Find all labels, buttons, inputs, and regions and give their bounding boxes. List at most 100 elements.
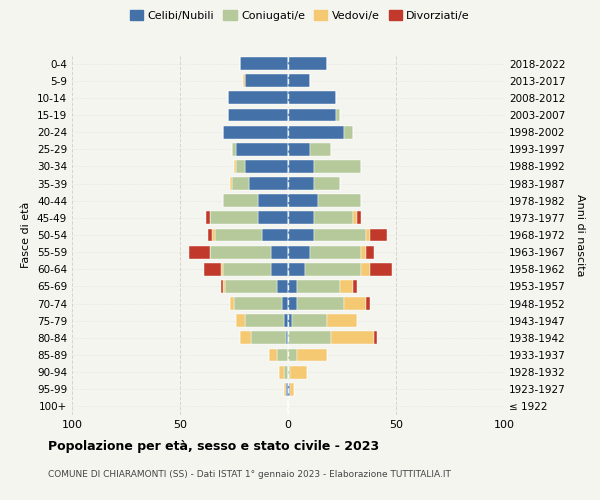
Bar	[290, 366, 307, 378]
Bar	[188, 246, 210, 258]
Bar	[288, 212, 314, 224]
Bar	[327, 314, 357, 327]
Bar	[212, 228, 215, 241]
Bar	[310, 143, 331, 156]
Bar	[286, 383, 288, 396]
Bar	[284, 366, 288, 378]
Bar	[277, 280, 288, 293]
Bar	[284, 314, 288, 327]
Bar	[288, 280, 296, 293]
Bar	[344, 126, 353, 138]
Bar	[288, 160, 314, 173]
Bar	[236, 314, 245, 327]
Bar	[284, 383, 286, 396]
Bar	[314, 160, 361, 173]
Bar	[241, 57, 288, 70]
Bar	[314, 212, 353, 224]
Bar	[288, 246, 310, 258]
Bar	[314, 228, 366, 241]
Bar	[353, 280, 357, 293]
Bar	[288, 108, 335, 122]
Bar	[236, 160, 245, 173]
Bar	[288, 143, 310, 156]
Bar	[288, 92, 335, 104]
Bar	[288, 297, 296, 310]
Bar	[227, 92, 288, 104]
Bar	[286, 332, 288, 344]
Bar	[314, 177, 340, 190]
Bar	[245, 314, 284, 327]
Bar	[318, 194, 361, 207]
Bar	[223, 194, 258, 207]
Legend: Celibi/Nubili, Coniugati/e, Vedovi/e, Divorziati/e: Celibi/Nubili, Coniugati/e, Vedovi/e, Di…	[125, 6, 475, 25]
Bar	[288, 332, 331, 344]
Bar	[288, 263, 305, 276]
Bar	[223, 263, 271, 276]
Bar	[361, 246, 366, 258]
Bar	[245, 74, 288, 87]
Text: Popolazione per età, sesso e stato civile - 2023: Popolazione per età, sesso e stato civil…	[48, 440, 379, 453]
Bar	[269, 348, 277, 362]
Bar	[344, 297, 366, 310]
Bar	[353, 212, 357, 224]
Bar	[288, 194, 318, 207]
Bar	[288, 74, 310, 87]
Bar	[277, 348, 288, 362]
Bar	[227, 108, 288, 122]
Bar	[281, 297, 288, 310]
Bar	[249, 177, 288, 190]
Bar	[223, 126, 288, 138]
Bar	[357, 212, 361, 224]
Bar	[288, 228, 314, 241]
Bar	[374, 332, 377, 344]
Bar	[366, 246, 374, 258]
Bar	[232, 143, 236, 156]
Bar	[204, 263, 221, 276]
Bar	[310, 246, 361, 258]
Bar	[340, 280, 353, 293]
Bar	[288, 366, 290, 378]
Bar	[366, 228, 370, 241]
Bar	[370, 228, 388, 241]
Bar	[296, 297, 344, 310]
Bar	[242, 74, 245, 87]
Bar	[234, 160, 236, 173]
Bar	[288, 348, 296, 362]
Bar	[251, 332, 286, 344]
Bar	[236, 143, 288, 156]
Bar	[305, 263, 361, 276]
Bar	[292, 314, 327, 327]
Bar	[288, 383, 290, 396]
Bar	[234, 297, 281, 310]
Y-axis label: Fasce di età: Fasce di età	[22, 202, 31, 268]
Y-axis label: Anni di nascita: Anni di nascita	[575, 194, 585, 276]
Bar	[208, 228, 212, 241]
Bar	[280, 366, 284, 378]
Bar	[230, 177, 232, 190]
Bar	[221, 280, 223, 293]
Bar	[370, 263, 392, 276]
Bar	[288, 314, 292, 327]
Bar	[366, 297, 370, 310]
Bar	[335, 108, 340, 122]
Bar	[288, 177, 314, 190]
Bar	[258, 194, 288, 207]
Bar	[258, 212, 288, 224]
Bar	[271, 263, 288, 276]
Text: COMUNE DI CHIARAMONTI (SS) - Dati ISTAT 1° gennaio 2023 - Elaborazione TUTTITALI: COMUNE DI CHIARAMONTI (SS) - Dati ISTAT …	[48, 470, 451, 479]
Bar	[241, 332, 251, 344]
Bar	[331, 332, 374, 344]
Bar	[288, 57, 327, 70]
Bar	[223, 280, 226, 293]
Bar	[210, 212, 258, 224]
Bar	[288, 126, 344, 138]
Bar	[245, 160, 288, 173]
Bar	[262, 228, 288, 241]
Bar	[206, 212, 210, 224]
Bar	[232, 177, 249, 190]
Bar	[215, 228, 262, 241]
Bar	[290, 383, 295, 396]
Bar	[230, 297, 234, 310]
Bar	[226, 280, 277, 293]
Bar	[271, 246, 288, 258]
